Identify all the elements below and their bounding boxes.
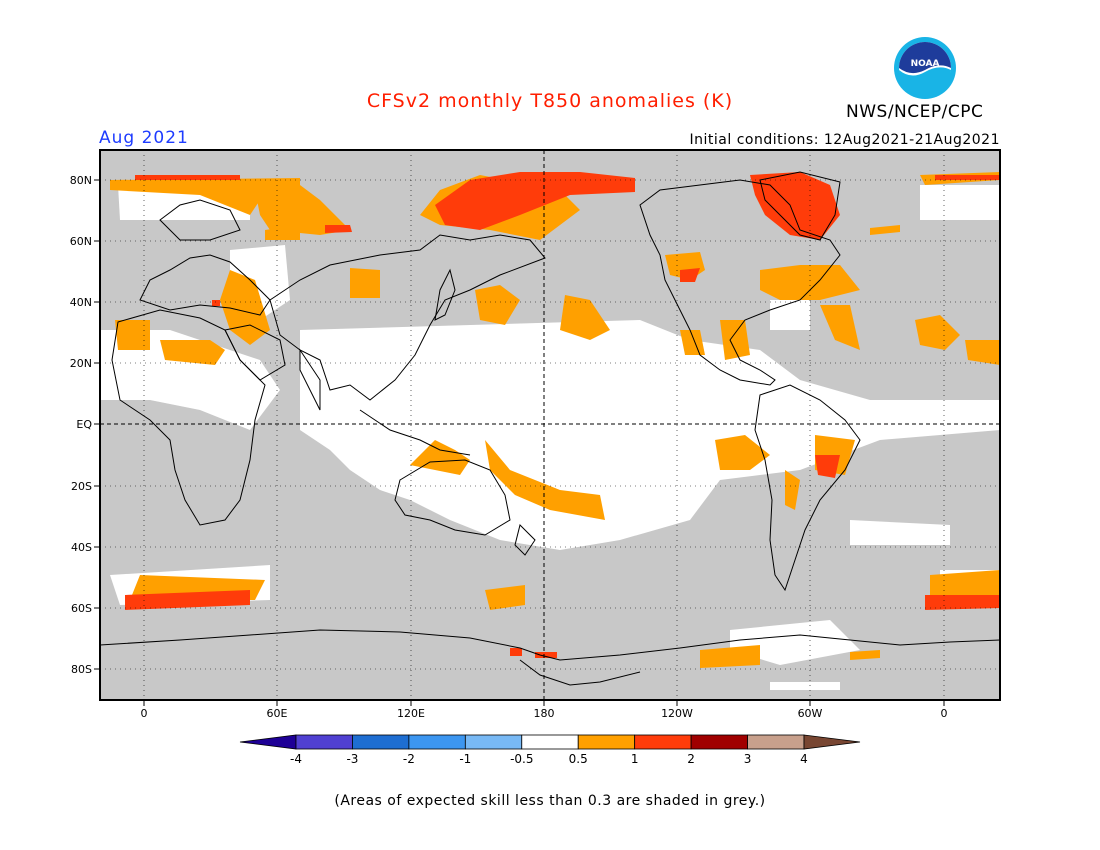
lon-label: 0 (941, 707, 948, 720)
colorbar-high-arrow (803, 734, 861, 750)
noaa-logo-text: NOAA (911, 59, 940, 69)
lon-label: 60E (267, 707, 288, 720)
colorbar-tick-label: -1 (459, 752, 471, 766)
colorbar-low-arrow (239, 734, 297, 750)
lat-label: 60N (70, 235, 92, 248)
colorbar-tick-label: 4 (800, 752, 808, 766)
longitude-labels: 0 60E 120E 180 120W 60W 0 (141, 707, 948, 720)
initial-conditions: Initial conditions: 12Aug2021-21Aug2021 (689, 132, 1000, 148)
colorbar-tick-label: 1 (631, 752, 639, 766)
colorbar-segment (747, 734, 805, 750)
lat-label: 80S (71, 663, 92, 676)
colorbar: -4 -3 -2 -1 -0.5 0.5 1 2 3 4 (239, 734, 861, 766)
colorbar-tick-label: -4 (290, 752, 302, 766)
map-title: CFSv2 monthly T850 anomalies (K) (366, 90, 734, 112)
forecast-month: Aug 2021 (99, 128, 189, 148)
reference-lines (100, 150, 1000, 700)
lon-label: 120W (661, 707, 693, 720)
lon-label: 180 (534, 707, 555, 720)
map-panel: 80N 60N 40N 20N EQ 20S 40S 60S 80S 0 60E… (70, 149, 1001, 720)
strong-positive-anomaly-areas (125, 172, 1000, 658)
colorbar-segment (295, 734, 353, 750)
colorbar-segment (577, 734, 636, 750)
colorbar-segment (690, 734, 748, 750)
lat-label: 20S (71, 480, 92, 493)
lat-label: EQ (76, 418, 92, 431)
colorbar-segment (352, 734, 410, 750)
noaa-logo: NOAA (894, 37, 956, 99)
colorbar-segment (464, 734, 523, 750)
agency-label: NWS/NCEP/CPC (846, 102, 984, 122)
gridlines (100, 150, 1000, 700)
lon-label: 60W (798, 707, 823, 720)
colorbar-segment (408, 734, 466, 750)
lat-label: 80N (70, 174, 92, 187)
colorbar-tick-label: -0.5 (510, 752, 533, 766)
lat-label: 60S (71, 602, 92, 615)
colorbar-segment (521, 734, 579, 750)
lat-label: 40S (71, 541, 92, 554)
colorbar-tick-label: -3 (346, 752, 358, 766)
lat-label: 40N (70, 296, 92, 309)
lon-label: 0 (141, 707, 148, 720)
colorbar-tick-label: 3 (744, 752, 752, 766)
coastlines (99, 171, 1001, 686)
colorbar-tick-label: 2 (687, 752, 695, 766)
colorbar-segment (634, 734, 692, 750)
latitude-labels: 80N 60N 40N 20N EQ 20S 40S 60S 80S (70, 174, 93, 676)
colorbar-tick-label: -2 (403, 752, 415, 766)
lat-label: 20N (70, 357, 92, 370)
lon-label: 120E (397, 707, 425, 720)
positive-anomaly-areas (110, 172, 1000, 668)
colorbar-tick-label: 0.5 (569, 752, 588, 766)
footnote: (Areas of expected skill less than 0.3 a… (334, 793, 766, 809)
axis-ticks (94, 179, 945, 706)
map-border (99, 149, 1001, 701)
